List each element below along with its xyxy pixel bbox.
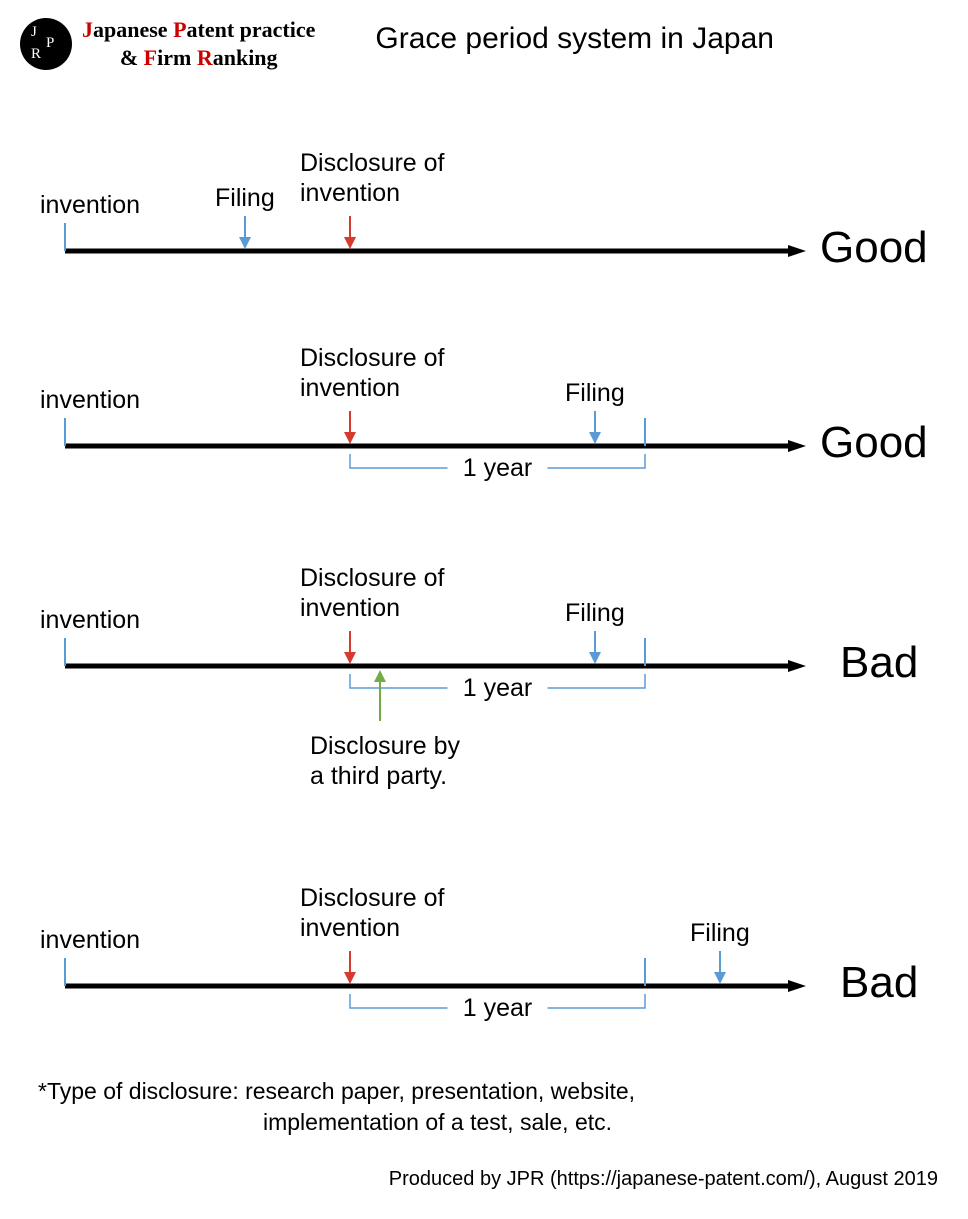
bracket-left: [350, 994, 448, 1008]
logo-text: Japanese Patent practice & Firm Ranking: [82, 16, 315, 71]
result-label: Bad: [840, 638, 918, 688]
timeline-block: inventionDisclosure ofinventionFiling1 y…: [20, 536, 948, 836]
logo-circle-icon: J P R: [20, 18, 72, 70]
third-party-label-l1: Disclosure by: [310, 732, 461, 760]
result-label: Bad: [840, 958, 918, 1008]
disclosure-label-l1: Disclosure of: [300, 149, 445, 177]
bracket-right: [548, 674, 646, 688]
timeline-block: inventionDisclosure ofinventionFiling1 y…: [20, 856, 948, 1056]
footnote: *Type of disclosure: research paper, pre…: [38, 1076, 948, 1138]
timeline-block: inventionDisclosure ofinventionFiling1 y…: [20, 316, 948, 516]
disclosure-label-l2: invention: [300, 594, 400, 622]
credit-line: Produced by JPR (https://japanese-patent…: [20, 1168, 938, 1191]
result-label: Good: [820, 418, 928, 468]
disclosure-label-l2: invention: [300, 914, 400, 942]
footnote-line1: *Type of disclosure: research paper, pre…: [38, 1076, 948, 1107]
invention-label: invention: [40, 926, 140, 954]
timeline-row-2: inventionDisclosure ofinventionFiling1 y…: [20, 536, 950, 836]
logo-block: J P R Japanese Patent practice & Firm Ra…: [20, 16, 315, 71]
bracket-left: [350, 674, 448, 688]
one-year-label: 1 year: [463, 994, 532, 1022]
filing-label: Filing: [215, 184, 275, 212]
timeline-row-0: inventionDisclosure ofinventionFiling: [20, 121, 950, 296]
disclosure-label-l1: Disclosure of: [300, 564, 445, 592]
one-year-label: 1 year: [463, 454, 532, 482]
filing-label: Filing: [565, 599, 625, 627]
timeline-row-1: inventionDisclosure ofinventionFiling1 y…: [20, 316, 950, 516]
filing-label: Filing: [690, 919, 750, 947]
result-label: Good: [820, 223, 928, 273]
header: J P R Japanese Patent practice & Firm Ra…: [20, 10, 948, 71]
timeline-block: inventionDisclosure ofinventionFilingGoo…: [20, 121, 948, 296]
logo-letter-j: J: [31, 24, 37, 41]
timeline-row-3: inventionDisclosure ofinventionFiling1 y…: [20, 856, 950, 1056]
filing-label: Filing: [565, 379, 625, 407]
invention-label: invention: [40, 606, 140, 634]
invention-label: invention: [40, 191, 140, 219]
bracket-right: [548, 994, 646, 1008]
logo-letter-r: R: [31, 46, 41, 63]
disclosure-label-l1: Disclosure of: [300, 344, 445, 372]
one-year-label: 1 year: [463, 674, 532, 702]
footnote-line2: implementation of a test, sale, etc.: [263, 1107, 948, 1138]
disclosure-label-l2: invention: [300, 179, 400, 207]
disclosure-label-l1: Disclosure of: [300, 884, 445, 912]
bracket-right: [548, 454, 646, 468]
bracket-left: [350, 454, 448, 468]
invention-label: invention: [40, 386, 140, 414]
logo-letter-p: P: [46, 35, 54, 52]
timelines-container: inventionDisclosure ofinventionFilingGoo…: [20, 121, 948, 1056]
page-title: Grace period system in Japan: [375, 22, 774, 56]
third-party-label-l2: a third party.: [310, 762, 447, 790]
disclosure-label-l2: invention: [300, 374, 400, 402]
